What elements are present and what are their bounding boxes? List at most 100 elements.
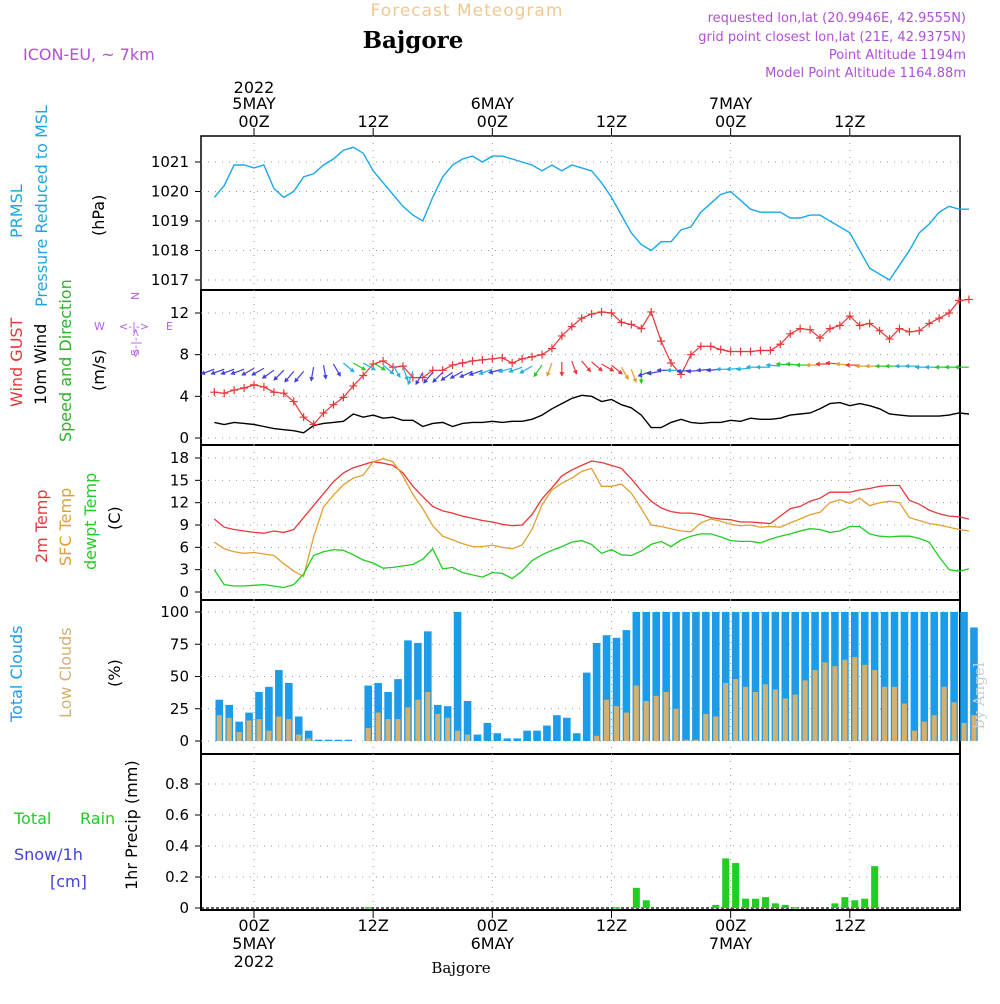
low-cloud-bar xyxy=(663,691,669,741)
point-altitude: Point Altitude 1194m xyxy=(829,48,966,63)
y-tick-label: 0 xyxy=(179,583,189,601)
wind-direction-arrowhead xyxy=(597,366,603,372)
wind-gust-marker xyxy=(607,309,616,317)
total-cloud-bar xyxy=(940,612,948,741)
total-cloud-bar xyxy=(642,612,651,741)
low-cloud-bar xyxy=(594,735,600,741)
low-cloud-bar xyxy=(365,728,371,741)
total-cloud-bar xyxy=(324,739,333,741)
wind-gust-marker xyxy=(875,326,884,335)
wind-gust-marker xyxy=(865,319,874,328)
low-cloud-bar xyxy=(971,715,977,741)
wind-gust-marker xyxy=(349,381,358,390)
low-cloud-bar xyxy=(683,739,689,741)
y-tick-label: 0 xyxy=(179,899,189,917)
low-cloud-bar xyxy=(306,738,312,741)
y-tick-label: 25 xyxy=(170,700,189,718)
low-cloud-bar xyxy=(415,699,421,741)
wind-direction-arrowhead xyxy=(273,375,279,381)
y-tick-label: 0.2 xyxy=(165,868,189,886)
wind-direction-arrowhead xyxy=(745,364,751,370)
temp-2m-label: 2m Temp xyxy=(32,490,51,564)
low-cloud-bar xyxy=(782,698,788,741)
low-cloud-bar xyxy=(613,706,619,741)
pressure-line xyxy=(213,146,969,281)
wind-gust-marker xyxy=(210,388,219,397)
wind-direction-arrowhead xyxy=(944,364,949,370)
wind-direction-arrowhead xyxy=(632,377,638,383)
total-cloud-bar xyxy=(761,612,770,741)
wind-gust-label: Wind GUST xyxy=(7,317,26,407)
wind-gust-marker xyxy=(458,359,467,367)
total-cloud-bar xyxy=(424,631,432,741)
y-tick-label: 1018 xyxy=(151,242,189,260)
total-cloud-bar xyxy=(970,627,978,741)
y-tick-label: 50 xyxy=(170,668,189,686)
watermark: by Angel xyxy=(970,662,988,729)
total-cloud-bar xyxy=(374,682,382,741)
y-tick-label: 4 xyxy=(179,387,189,405)
low-cloud-bar xyxy=(395,719,401,741)
low-cloud-bar xyxy=(673,708,679,741)
wind-direction-arrowhead xyxy=(309,376,315,382)
wind-gust-marker xyxy=(647,307,656,316)
rain-bar xyxy=(831,903,839,908)
wind-direction-arrowhead xyxy=(404,375,409,381)
low-cloud-bar xyxy=(465,734,471,741)
low-cloud-bar xyxy=(703,713,709,741)
low-cloud-bar xyxy=(713,716,719,741)
total-cloud-bar xyxy=(414,642,422,741)
wind-direction-arrowhead xyxy=(894,363,900,369)
low-cloud-bar xyxy=(832,666,838,741)
wind-gust-marker xyxy=(597,307,606,316)
wind-gust-marker xyxy=(845,312,854,321)
low-cloud-bar xyxy=(901,703,907,741)
bottom-time-label: 00Z xyxy=(477,916,508,935)
wind-direction-arrowhead xyxy=(755,364,761,370)
wind-direction-arrowhead xyxy=(415,379,420,386)
low-cloud-bar xyxy=(296,734,302,741)
wind-direction-arrowhead xyxy=(696,367,701,373)
total-cloud-bar xyxy=(582,672,591,741)
bottom-time-label: 00Z xyxy=(715,916,746,935)
model-label: ICON-EU, ~ 7km xyxy=(23,45,155,64)
wind-gust-marker xyxy=(796,324,805,333)
total-cloud-bar xyxy=(791,612,800,741)
wind-gust-marker xyxy=(289,397,298,406)
wind-gust-marker xyxy=(806,325,815,334)
bottom-time-label: 12Z xyxy=(596,916,627,935)
wind-direction-arrowhead xyxy=(765,362,771,368)
low-cloud-bar xyxy=(911,730,917,741)
wind-gust-marker xyxy=(657,337,666,346)
low-cloud-bar xyxy=(286,719,292,741)
low-cloud-bar xyxy=(762,684,768,741)
total-cloud-bar xyxy=(960,612,968,741)
low-cloud-bar xyxy=(733,679,739,741)
total-cloud-bar xyxy=(781,612,790,741)
wind-gust-marker xyxy=(776,340,785,349)
wind-gust-marker xyxy=(468,356,477,365)
wind-direction-arrowhead xyxy=(716,366,721,372)
bottom-time-label: 00Z xyxy=(238,916,269,935)
low-cloud-bar xyxy=(723,682,729,741)
wind-gust-marker xyxy=(329,400,338,409)
compass-south: S xyxy=(129,349,142,356)
y-tick-label: 6 xyxy=(179,538,189,556)
clouds-total-label: Total Clouds xyxy=(7,626,26,724)
wind-direction-arrowhead xyxy=(559,372,565,377)
total-cloud-bar xyxy=(394,679,402,741)
wind-direction-arrowhead xyxy=(805,362,810,368)
low-cloud-bar xyxy=(961,722,967,741)
wind-panel-frame xyxy=(200,289,961,446)
rain-bar xyxy=(712,904,720,908)
low-cloud-bar xyxy=(445,717,451,741)
low-cloud-bar xyxy=(931,715,937,741)
total-cloud-bar xyxy=(314,739,323,741)
total-cloud-bar xyxy=(771,612,780,741)
wind-direction-arrowhead xyxy=(924,364,929,370)
wind-gust-marker xyxy=(567,322,576,331)
wind-direction-label: Speed and Direction xyxy=(56,279,75,442)
wind-gust-marker xyxy=(230,386,239,395)
total-cloud-bar xyxy=(344,739,353,741)
